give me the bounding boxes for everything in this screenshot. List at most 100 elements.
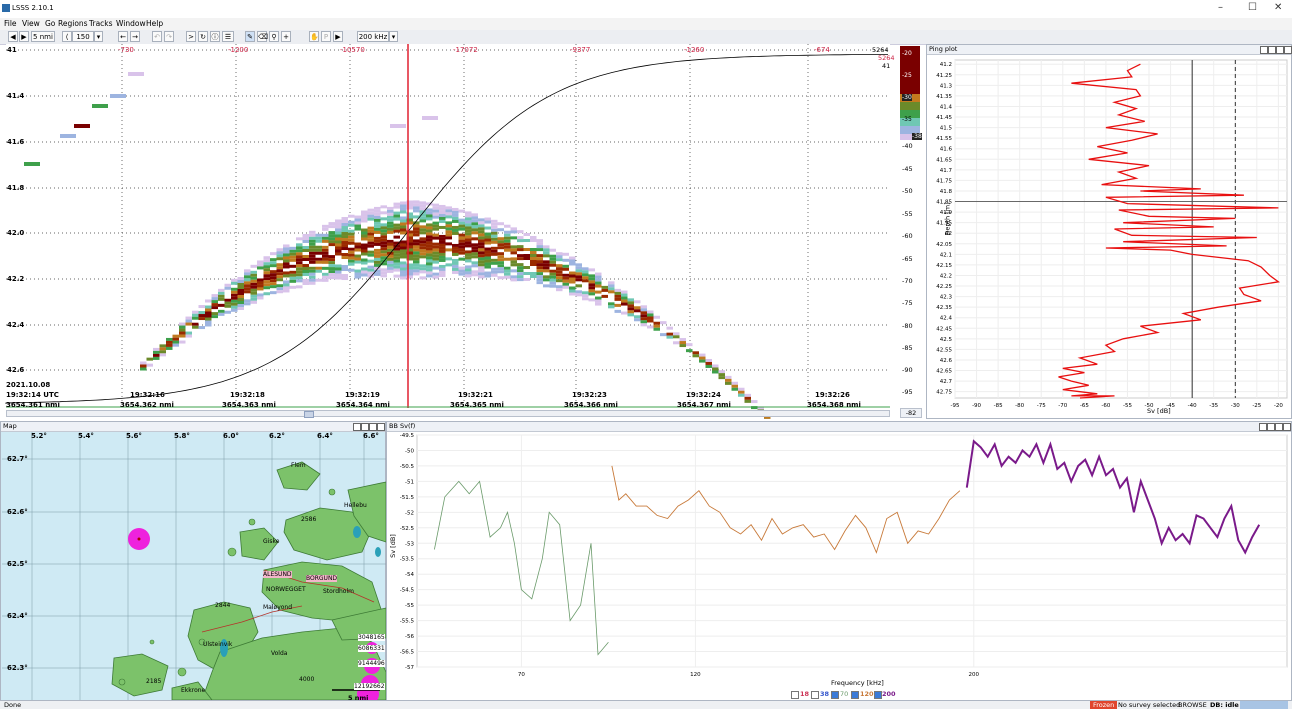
layers-icon[interactable]: ☰ bbox=[222, 31, 234, 42]
echo-sample bbox=[731, 384, 738, 388]
echo-sample bbox=[354, 221, 361, 225]
scale-marker[interactable]: -38 bbox=[912, 133, 922, 140]
scroll-thumb[interactable] bbox=[304, 411, 314, 418]
menu-go[interactable]: Go bbox=[45, 19, 56, 28]
echo-sample bbox=[536, 254, 543, 258]
menu-window[interactable]: Window bbox=[116, 19, 146, 28]
panel-maximize-icon[interactable] bbox=[1275, 423, 1283, 431]
menu-tracks[interactable]: Tracks bbox=[89, 19, 113, 28]
play-icon[interactable]: ▶ bbox=[333, 31, 343, 42]
frequency-dropdown-icon[interactable]: ▾ bbox=[389, 31, 398, 42]
maximize-button[interactable]: ☐ bbox=[1248, 2, 1257, 13]
scale-bottom[interactable]: -82 bbox=[900, 408, 922, 418]
legend-checkbox-38[interactable] bbox=[811, 691, 819, 699]
menu-help[interactable]: Help bbox=[146, 19, 164, 28]
panel-close-icon[interactable] bbox=[377, 423, 385, 431]
echo-sample bbox=[341, 277, 348, 281]
right-value: 5264 bbox=[878, 54, 895, 62]
range-nmi-select[interactable]: 5 nmi bbox=[31, 31, 55, 42]
panel-help-icon[interactable] bbox=[1267, 423, 1275, 431]
panel-help-icon[interactable] bbox=[1268, 46, 1276, 54]
echo-sample bbox=[263, 274, 270, 278]
menu-view[interactable]: View bbox=[22, 19, 40, 28]
panel-maximize-icon[interactable] bbox=[369, 423, 377, 431]
arrow-right-icon[interactable]: → bbox=[130, 31, 140, 42]
echo-sample bbox=[128, 72, 144, 76]
echo-sample bbox=[296, 279, 303, 283]
pencil-icon[interactable]: ✎ bbox=[245, 31, 255, 42]
hand-icon[interactable]: ✋ bbox=[309, 31, 319, 42]
zoom-back-icon[interactable]: ⟨ bbox=[62, 31, 72, 42]
echo-sample bbox=[289, 270, 296, 274]
echo-sample bbox=[458, 236, 465, 240]
panel-maximize-icon[interactable] bbox=[1276, 46, 1284, 54]
next-icon[interactable]: > bbox=[186, 31, 196, 42]
echo-sample bbox=[211, 312, 218, 316]
eraser-icon[interactable]: ⌫ bbox=[257, 31, 268, 42]
bb-plot-chart[interactable]: -49.5 -50 -50.5 -51 -51.5 -52 -52.5 -53 -53.5 -54… bbox=[387, 431, 1291, 689]
echo-sample bbox=[289, 264, 296, 268]
echo-sample bbox=[393, 262, 400, 266]
echo-sample bbox=[283, 283, 290, 287]
legend-checkbox-120[interactable] bbox=[851, 691, 859, 699]
legend-checkbox-200[interactable] bbox=[874, 691, 882, 699]
echo-sample bbox=[172, 337, 179, 341]
legend-checkbox-18[interactable] bbox=[791, 691, 799, 699]
panel-close-icon[interactable] bbox=[1283, 423, 1291, 431]
range-dropdown-icon[interactable]: ▾ bbox=[94, 31, 103, 42]
range-m-select[interactable]: 150 m bbox=[72, 31, 94, 52]
echo-sample bbox=[400, 273, 407, 277]
scale-marker[interactable]: -30 bbox=[902, 94, 912, 101]
echo-sample bbox=[439, 213, 446, 217]
echo-sample bbox=[192, 316, 199, 320]
panel-minimize-icon[interactable] bbox=[1260, 46, 1268, 54]
legend-checkbox-70[interactable] bbox=[831, 691, 839, 699]
menu-regions[interactable]: Regions bbox=[58, 19, 88, 28]
panel-help-icon[interactable] bbox=[361, 423, 369, 431]
zoom-icon[interactable]: ⚲ bbox=[269, 31, 279, 42]
frozen-badge[interactable]: Frozen bbox=[1090, 701, 1118, 709]
plus-icon[interactable]: + bbox=[281, 31, 291, 42]
menu-file[interactable]: File bbox=[4, 19, 17, 28]
undo-icon[interactable]: ↶ bbox=[152, 31, 162, 42]
panel-minimize-icon[interactable] bbox=[1259, 423, 1267, 431]
echo-sample bbox=[445, 227, 452, 231]
echo-sample bbox=[283, 280, 290, 284]
frequency-select[interactable]: 200 kHz bbox=[357, 31, 389, 42]
echogram-scrollbar[interactable] bbox=[6, 410, 890, 418]
echo-sample bbox=[367, 211, 374, 215]
echo-sample bbox=[244, 269, 251, 273]
echogram-view[interactable] bbox=[0, 44, 922, 419]
echo-sample bbox=[569, 286, 576, 290]
echo-sample bbox=[380, 250, 387, 254]
echo-sample bbox=[289, 276, 296, 280]
redo-icon[interactable]: ↷ bbox=[164, 31, 174, 42]
step-back-icon[interactable]: ◀ bbox=[8, 31, 18, 42]
minimize-button[interactable]: – bbox=[1218, 2, 1223, 13]
arrow-left-icon[interactable]: ← bbox=[118, 31, 128, 42]
map-title: Map bbox=[1, 422, 385, 432]
panel-close-icon[interactable] bbox=[1284, 46, 1292, 54]
ping-y-tick: 42.15 bbox=[936, 263, 952, 269]
echo-sample bbox=[471, 213, 478, 217]
map-canvas[interactable] bbox=[2, 432, 386, 700]
step-forward-icon[interactable]: ▶ bbox=[19, 31, 29, 42]
close-button[interactable]: ✕ bbox=[1274, 2, 1283, 13]
echo-sample bbox=[725, 375, 732, 379]
echo-sample bbox=[660, 333, 667, 337]
echo-sample bbox=[458, 218, 465, 222]
refresh-icon[interactable]: ↻ bbox=[198, 31, 208, 42]
road bbox=[201, 605, 303, 633]
land-area bbox=[111, 653, 169, 697]
pause-icon[interactable]: P bbox=[321, 31, 331, 42]
echo-sample bbox=[478, 242, 485, 246]
ping-y-tick: 41.8 bbox=[940, 189, 953, 195]
panel-minimize-icon[interactable] bbox=[353, 423, 361, 431]
echo-sample bbox=[387, 242, 394, 246]
ping-plot-chart[interactable]: 41.2 41.25 41.3 41.35 41.4 41.45 41.5 41.55 41.6… bbox=[927, 54, 1292, 419]
info-icon[interactable]: ⓘ bbox=[210, 31, 220, 42]
echo-sample bbox=[283, 250, 290, 254]
echo-sample bbox=[673, 341, 680, 345]
echo-sample bbox=[335, 228, 342, 232]
echo-sample bbox=[491, 270, 498, 274]
